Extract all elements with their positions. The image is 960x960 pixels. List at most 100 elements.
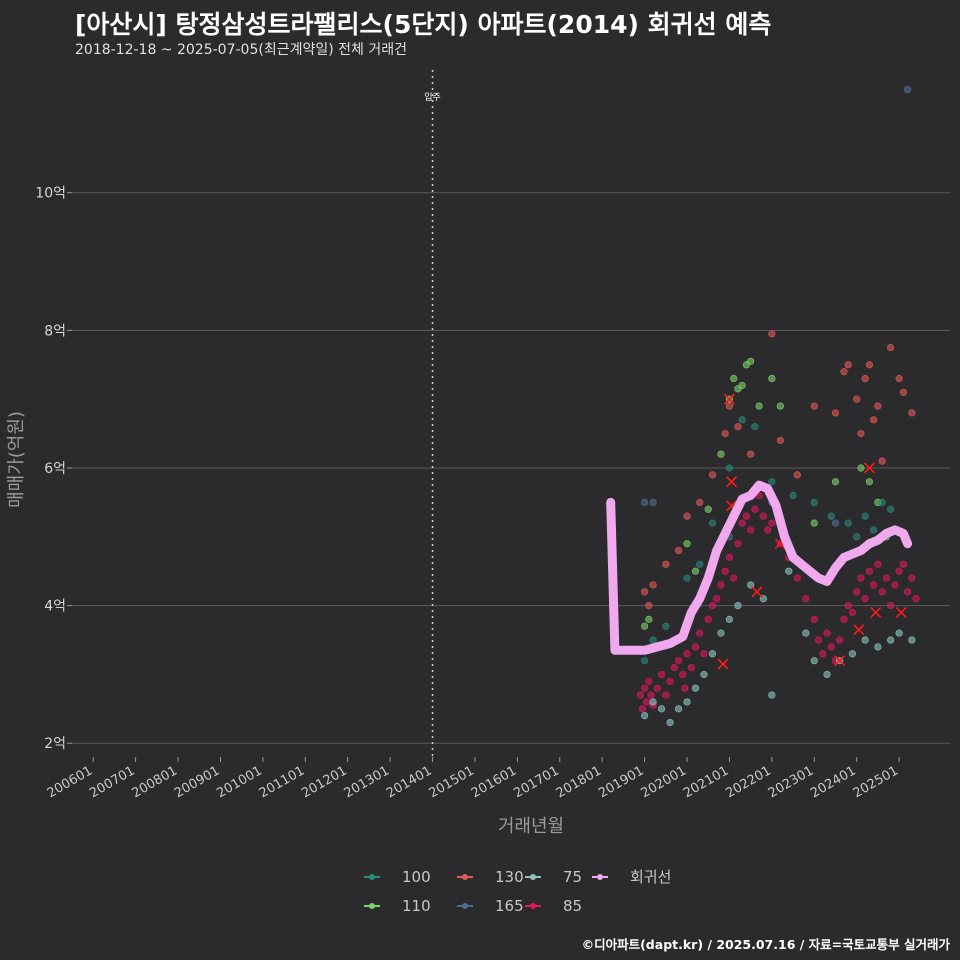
point-85 [802,595,810,603]
point-75 [874,643,882,651]
legend-key-dot [462,874,468,880]
point-85 [899,560,907,568]
point-130 [696,498,704,506]
point-130 [747,450,755,458]
x-tick-label: 202001 [639,763,689,801]
point-85 [717,581,725,589]
legend-key-dot [462,903,468,909]
point-130 [683,512,691,520]
point-130 [662,560,670,568]
point-85 [895,567,903,575]
red-x-marker [751,586,763,598]
legend: 100 110 130 165 75 85 회귀선 [364,868,671,915]
point-75 [895,629,903,637]
legend-item-110: 110 [364,897,431,915]
point-75 [848,650,857,658]
point-130 [793,471,801,479]
point-85 [638,705,647,713]
y-tick-label: 10억 [35,186,66,202]
point-75 [700,670,708,679]
legend-label: 130 [495,868,524,886]
point-110 [683,540,691,548]
point-110 [691,567,700,575]
point-85 [708,602,717,610]
point-85 [643,698,651,706]
x-tick-label: 202401 [808,763,858,801]
point-165 [903,85,912,94]
point-85 [674,657,683,665]
x-tick-label: 201701 [511,763,561,801]
point-85 [840,615,848,623]
point-100 [649,636,657,644]
x-tick-label: 202101 [681,763,731,801]
legend-label: 회귀선 [630,868,671,886]
point-75 [908,636,916,644]
point-75 [768,691,776,699]
point-85 [696,629,704,637]
point-130 [870,416,878,424]
point-130 [899,388,907,396]
point-100 [708,519,717,527]
point-100 [662,622,670,630]
red-marker-layer [717,393,907,670]
point-110 [810,519,818,527]
red-x-marker [870,606,882,619]
point-85 [814,636,823,644]
y-tick-label: 2억 [44,736,66,752]
x-tick-label: 201601 [469,763,519,801]
legend-item-100: 100 [364,868,431,886]
point-130 [721,429,729,438]
legend-label: 85 [563,897,582,915]
point-85 [704,615,712,623]
point-75 [802,629,810,637]
point-85 [730,574,738,582]
point-130 [861,374,869,383]
point-75 [887,636,895,644]
point-110 [768,374,776,383]
point-100 [810,498,818,506]
point-165 [641,498,649,506]
point-110 [730,374,738,383]
point-85 [764,526,772,534]
point-85 [836,636,844,644]
point-75 [823,670,831,679]
point-85 [725,553,734,562]
point-75 [641,712,649,720]
point-100 [696,560,704,568]
point-85 [874,560,882,568]
point-75 [861,636,869,644]
point-100 [827,512,835,520]
point-110 [865,478,874,486]
grid-layer [72,192,950,744]
point-85 [647,691,655,699]
point-85 [657,670,666,679]
point-75 [683,698,691,706]
legend-key-dot [530,903,536,909]
point-110 [831,478,840,486]
point-110 [641,622,649,630]
point-85 [742,512,751,520]
legend-label: 100 [402,868,431,886]
point-85 [653,684,661,692]
point-85 [687,663,695,672]
point-165 [649,498,657,506]
point-100 [683,574,691,582]
y-tick-label: 8억 [44,323,66,339]
point-85 [903,588,912,596]
point-130 [674,546,683,555]
point-85 [844,602,852,610]
point-110 [704,505,712,513]
point-85 [827,643,835,651]
point-85 [912,595,920,603]
point-85 [691,643,700,651]
x-tick-label: 200801 [130,763,180,801]
x-tick-label: 202301 [766,763,816,801]
y-tick-label: 4억 [44,599,66,615]
x-tick-label: 200701 [87,763,137,801]
point-110 [717,450,725,458]
point-100 [853,533,861,541]
point-85 [878,588,886,596]
footer-credit: ©디아파트(dapt.kr) / 2025.07.16 / 자료=국토교통부 실… [581,937,950,952]
points-layer [636,85,920,727]
